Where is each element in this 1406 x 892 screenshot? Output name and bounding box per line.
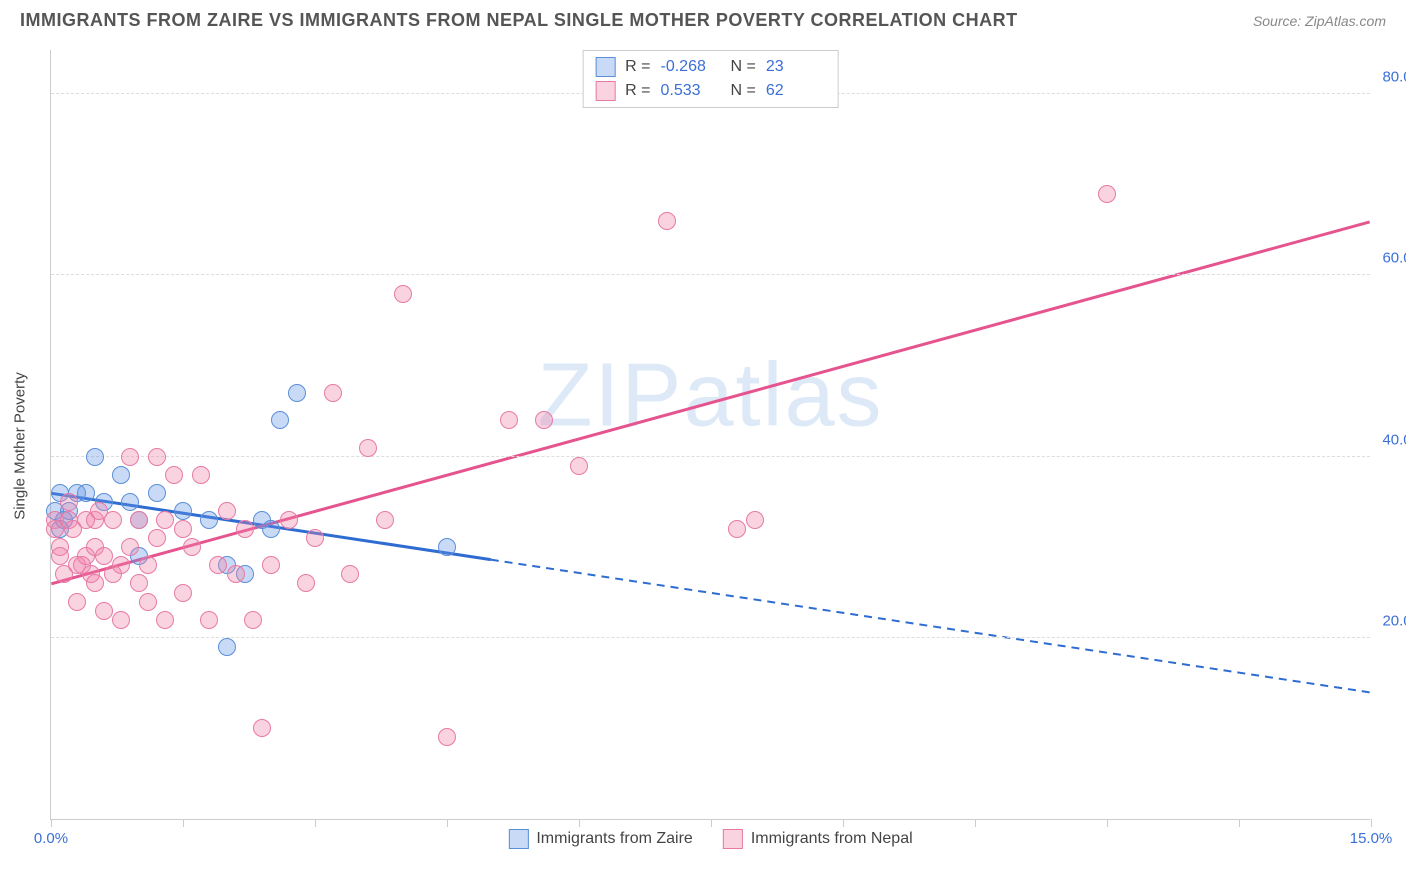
x-tick-label: 15.0% xyxy=(1350,830,1393,847)
scatter-point xyxy=(324,384,342,402)
scatter-point xyxy=(218,502,236,520)
scatter-point xyxy=(288,384,306,402)
chart-plot-area: ZIPatlas R = -0.268 N = 23 R = 0.533 N =… xyxy=(50,50,1370,820)
y-tick-label: 20.0% xyxy=(1382,612,1406,629)
scatter-point xyxy=(227,565,245,583)
x-tick xyxy=(1371,819,1372,827)
scatter-point xyxy=(200,611,218,629)
legend-item-nepal: Immigrants from Nepal xyxy=(723,829,913,849)
scatter-point xyxy=(130,511,148,529)
trend-lines-svg xyxy=(51,50,1370,819)
legend-item-zaire: Immigrants from Zaire xyxy=(508,829,692,849)
scatter-point xyxy=(394,285,412,303)
scatter-point xyxy=(77,484,95,502)
gridline xyxy=(51,274,1370,275)
scatter-point xyxy=(121,448,139,466)
x-tick-label: 0.0% xyxy=(34,830,68,847)
scatter-point xyxy=(95,547,113,565)
scatter-point xyxy=(183,538,201,556)
scatter-point xyxy=(165,466,183,484)
legend-stats-box: R = -0.268 N = 23 R = 0.533 N = 62 xyxy=(582,50,839,108)
legend-stats-row: R = 0.533 N = 62 xyxy=(595,79,826,103)
x-tick xyxy=(711,819,712,827)
scatter-point xyxy=(209,556,227,574)
scatter-point xyxy=(148,529,166,547)
scatter-point xyxy=(271,411,289,429)
scatter-point xyxy=(60,493,78,511)
source-credit: Source: ZipAtlas.com xyxy=(1253,13,1386,29)
scatter-point xyxy=(658,212,676,230)
chart-title: IMMIGRANTS FROM ZAIRE VS IMMIGRANTS FROM… xyxy=(20,10,1018,31)
scatter-point xyxy=(262,556,280,574)
gridline xyxy=(51,456,1370,457)
scatter-point xyxy=(139,593,157,611)
scatter-point xyxy=(218,638,236,656)
scatter-point xyxy=(104,511,122,529)
watermark: ZIPatlas xyxy=(537,345,883,448)
scatter-point xyxy=(500,411,518,429)
y-tick-label: 40.0% xyxy=(1382,431,1406,448)
scatter-point xyxy=(535,411,553,429)
y-tick-label: 60.0% xyxy=(1382,250,1406,267)
scatter-point xyxy=(174,520,192,538)
scatter-point xyxy=(156,511,174,529)
legend-bottom: Immigrants from Zaire Immigrants from Ne… xyxy=(508,829,912,849)
y-tick-label: 80.0% xyxy=(1382,69,1406,86)
scatter-point xyxy=(148,484,166,502)
x-tick xyxy=(843,819,844,827)
scatter-point xyxy=(112,466,130,484)
scatter-point xyxy=(262,520,280,538)
scatter-point xyxy=(570,457,588,475)
scatter-point xyxy=(86,574,104,592)
x-tick xyxy=(1239,819,1240,827)
scatter-point xyxy=(306,529,324,547)
scatter-point xyxy=(1098,185,1116,203)
scatter-point xyxy=(192,466,210,484)
scatter-point xyxy=(728,520,746,538)
scatter-point xyxy=(95,602,113,620)
x-tick xyxy=(579,819,580,827)
scatter-point xyxy=(376,511,394,529)
x-tick xyxy=(1107,819,1108,827)
legend-stats-row: R = -0.268 N = 23 xyxy=(595,55,826,79)
scatter-point xyxy=(130,574,148,592)
swatch-zaire-icon xyxy=(508,829,528,849)
x-tick xyxy=(975,819,976,827)
scatter-point xyxy=(253,719,271,737)
scatter-point xyxy=(438,728,456,746)
scatter-point xyxy=(280,511,298,529)
x-tick xyxy=(447,819,448,827)
scatter-point xyxy=(200,511,218,529)
scatter-point xyxy=(121,493,139,511)
scatter-point xyxy=(139,556,157,574)
scatter-point xyxy=(112,556,130,574)
scatter-point xyxy=(86,448,104,466)
swatch-zaire xyxy=(595,57,615,77)
scatter-point xyxy=(359,439,377,457)
scatter-point xyxy=(174,584,192,602)
y-axis-label: Single Mother Poverty xyxy=(12,372,29,520)
scatter-point xyxy=(236,520,254,538)
scatter-point xyxy=(51,547,69,565)
scatter-point xyxy=(438,538,456,556)
scatter-point xyxy=(746,511,764,529)
gridline xyxy=(51,637,1370,638)
scatter-point xyxy=(244,611,262,629)
scatter-point xyxy=(68,593,86,611)
scatter-point xyxy=(121,538,139,556)
x-tick xyxy=(51,819,52,827)
x-tick xyxy=(315,819,316,827)
scatter-point xyxy=(341,565,359,583)
swatch-nepal-icon xyxy=(723,829,743,849)
scatter-point xyxy=(112,611,130,629)
scatter-point xyxy=(148,448,166,466)
x-tick xyxy=(183,819,184,827)
swatch-nepal xyxy=(595,81,615,101)
scatter-point xyxy=(174,502,192,520)
scatter-point xyxy=(156,611,174,629)
scatter-point xyxy=(297,574,315,592)
